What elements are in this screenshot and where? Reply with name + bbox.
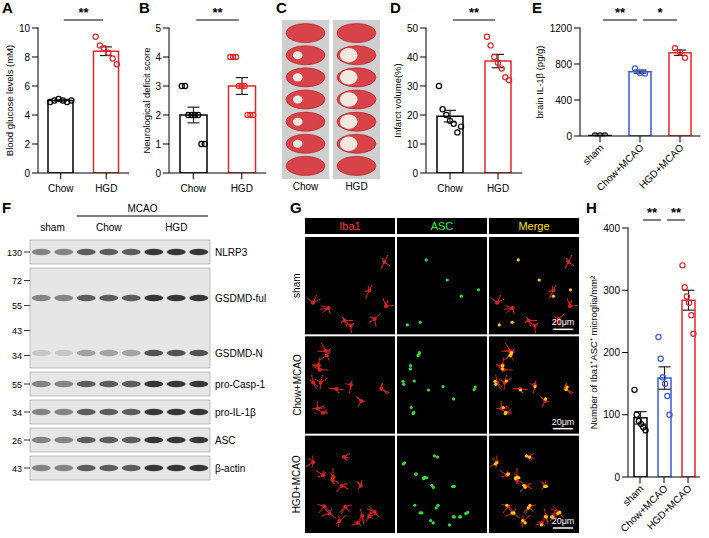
svg-text:34: 34	[12, 408, 22, 418]
svg-text:1: 1	[155, 139, 161, 150]
svg-text:40: 40	[407, 52, 419, 63]
svg-text:10: 10	[407, 139, 419, 150]
svg-text:MCAO: MCAO	[128, 203, 158, 214]
html-text:C: C	[276, 0, 287, 16]
svg-text:2: 2	[24, 139, 30, 150]
svg-text:4: 4	[24, 110, 30, 121]
html-text:A: A	[2, 0, 13, 16]
svg-text:43: 43	[12, 326, 22, 336]
svg-text:sham: sham	[292, 273, 303, 297]
svg-text:20μm: 20μm	[552, 417, 575, 427]
svg-text:Blood glucose levels (mM): Blood glucose levels (mM)	[4, 45, 15, 156]
svg-text:HGD+MCAO: HGD+MCAO	[292, 455, 303, 513]
svg-text:Chow+MCAO: Chow+MCAO	[292, 354, 303, 416]
svg-text:Infarct volume(%): Infarct volume(%)	[392, 63, 403, 137]
svg-text:**: **	[469, 5, 480, 20]
svg-text:100: 100	[603, 409, 620, 420]
svg-text:GSDMD-N: GSDMD-N	[215, 348, 263, 359]
svg-text:55: 55	[12, 301, 22, 311]
svg-text:Iba1: Iba1	[339, 220, 360, 232]
svg-text:HGD+MCAO: HGD+MCAO	[645, 483, 694, 532]
svg-text:sham: sham	[581, 142, 606, 167]
html-text:E: E	[532, 0, 542, 16]
svg-text:**: **	[212, 5, 223, 20]
svg-text:3: 3	[155, 81, 161, 92]
svg-text:HGD+MCAO: HGD+MCAO	[637, 142, 686, 191]
svg-text:HGD: HGD	[487, 183, 509, 194]
svg-text:1200: 1200	[550, 23, 573, 34]
html-text:B: B	[139, 0, 150, 16]
svg-text:sham: sham	[620, 482, 646, 508]
svg-text:Neurological deficit score: Neurological deficit score	[141, 47, 152, 153]
svg-text:Chow: Chow	[293, 181, 319, 192]
svg-text:Merge: Merge	[518, 220, 549, 232]
svg-text:Chow+MCAO: Chow+MCAO	[618, 482, 670, 535]
svg-text:**: **	[647, 205, 658, 220]
html-text:D: D	[390, 0, 401, 16]
svg-text:20μm: 20μm	[552, 516, 575, 526]
svg-text:brain IL-1β (pg/g): brain IL-1β (pg/g)	[534, 45, 545, 118]
svg-text:Chow: Chow	[180, 183, 206, 194]
svg-text:0: 0	[412, 168, 418, 179]
svg-text:300: 300	[603, 285, 620, 296]
svg-text:10: 10	[19, 23, 31, 34]
svg-text:HGD: HGD	[95, 183, 117, 194]
html-text:F: F	[2, 199, 12, 216]
svg-text:200: 200	[603, 347, 620, 358]
svg-text:pro-Casp-1: pro-Casp-1	[215, 379, 265, 390]
svg-text:400: 400	[555, 95, 572, 106]
svg-text:NLRP3: NLRP3	[215, 247, 248, 258]
svg-text:34: 34	[12, 351, 22, 361]
svg-text:GSDMD-ful: GSDMD-ful	[215, 293, 266, 304]
svg-text:4: 4	[155, 52, 161, 63]
svg-text:72: 72	[12, 276, 22, 286]
svg-text:β-actin: β-actin	[215, 463, 245, 474]
svg-text:*: *	[657, 5, 663, 20]
svg-text:sham: sham	[40, 222, 64, 233]
svg-text:0: 0	[566, 131, 572, 142]
svg-text:**: **	[671, 205, 682, 220]
svg-text:Chow+MCAO: Chow+MCAO	[594, 141, 646, 194]
svg-text:Chow: Chow	[437, 183, 463, 194]
svg-text:pro-IL-1β: pro-IL-1β	[215, 407, 256, 418]
svg-text:HGD: HGD	[231, 183, 253, 194]
svg-text:400: 400	[603, 223, 620, 234]
svg-text:0: 0	[155, 168, 161, 179]
svg-text:26: 26	[12, 436, 22, 446]
html-text:H: H	[586, 199, 597, 216]
svg-text:Chow: Chow	[48, 183, 74, 194]
svg-text:0: 0	[24, 168, 30, 179]
svg-text:HGD: HGD	[345, 181, 367, 192]
svg-text:ASC: ASC	[215, 435, 236, 446]
svg-text:5: 5	[155, 23, 161, 34]
svg-text:20μm: 20μm	[552, 317, 575, 327]
svg-text:2: 2	[155, 110, 161, 121]
svg-text:ASC: ASC	[431, 220, 454, 232]
svg-text:130: 130	[7, 248, 22, 258]
svg-text:**: **	[78, 5, 89, 20]
svg-text:0: 0	[614, 472, 620, 483]
svg-text:Number of Iba1⁺ASC⁺ microglia/: Number of Iba1⁺ASC⁺ microglia/mm²	[588, 276, 599, 429]
svg-text:6: 6	[24, 81, 30, 92]
svg-text:50: 50	[407, 23, 419, 34]
svg-text:8: 8	[24, 52, 30, 63]
svg-text:20: 20	[407, 110, 419, 121]
html-text:G: G	[290, 199, 302, 216]
svg-text:Chow: Chow	[96, 222, 122, 233]
svg-text:55: 55	[12, 380, 22, 390]
svg-text:30: 30	[407, 81, 419, 92]
svg-text:**: **	[615, 5, 626, 20]
svg-text:HGD: HGD	[165, 222, 187, 233]
svg-text:43: 43	[12, 464, 22, 474]
svg-text:800: 800	[555, 59, 572, 70]
